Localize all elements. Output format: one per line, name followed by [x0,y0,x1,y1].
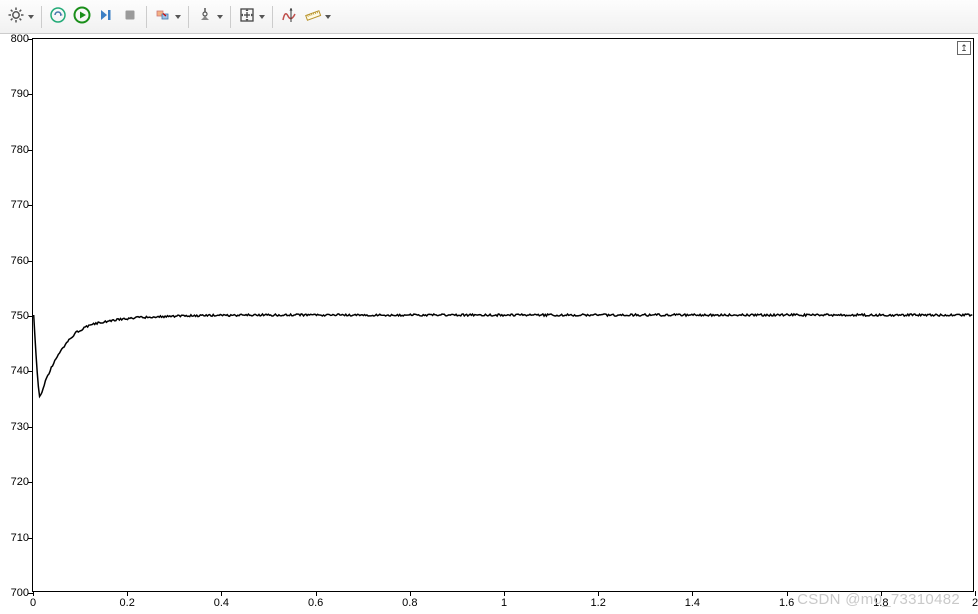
xtick-mark [127,591,128,596]
xtick-label: 0.4 [214,597,229,609]
xtick-mark [33,591,34,596]
toolbar [0,0,978,34]
run-all-icon [49,6,67,27]
ytick-label: 730 [3,421,29,433]
ruler-button[interactable] [301,3,334,31]
highlight-signal-icon [154,6,172,27]
ytick-label: 700 [3,587,29,599]
dropdown-arrow-icon [325,15,331,19]
toolbar-separator [146,6,147,28]
scope-plot-area: ↥ 700 710 720 730 740 750 760 770 780 790 800 0 0.2 0… [0,34,978,614]
ytick-label: 760 [3,255,29,267]
toolbar-separator [188,6,189,28]
run-all-button[interactable] [46,3,70,31]
ytick-label: 780 [3,144,29,156]
xtick-mark [692,591,693,596]
toolbar-separator [230,6,231,28]
play-button[interactable] [70,3,94,31]
zoom-extents-button[interactable] [235,3,268,31]
cursor-measure-button[interactable] [277,3,301,31]
gear-icon [7,6,25,27]
ytick-label: 800 [3,33,29,45]
stop-button[interactable] [118,3,142,31]
toolbar-separator [272,6,273,28]
xtick-label: 0.8 [402,597,417,609]
toolbar-separator [41,6,42,28]
ytick-label: 750 [3,310,29,322]
ytick-label: 770 [3,199,29,211]
trigger-button[interactable] [193,3,226,31]
ytick-label: 720 [3,476,29,488]
dropdown-arrow-icon [28,15,34,19]
xtick-label: 0.6 [308,597,323,609]
xtick-label: 1.8 [873,597,888,609]
xtick-mark [221,591,222,596]
xtick-label: 1.4 [685,597,700,609]
xtick-mark [881,591,882,596]
highlight-signal-button[interactable] [151,3,184,31]
xtick-label: 1 [501,597,507,609]
plot-axes: ↥ 70071072073074075076077078079080000.20… [32,38,974,592]
stop-icon [121,6,139,27]
signal-line [33,39,973,591]
zoom-extents-icon [238,6,256,27]
dropdown-arrow-icon [175,15,181,19]
step-forward-button[interactable] [94,3,118,31]
xtick-mark [787,591,788,596]
xtick-mark [504,591,505,596]
step-forward-icon [97,6,115,27]
xtick-mark [598,591,599,596]
ytick-label: 740 [3,365,29,377]
xtick-label: 1.6 [779,597,794,609]
ytick-label: 790 [3,88,29,100]
dropdown-arrow-icon [217,15,223,19]
gear-button[interactable] [4,3,37,31]
trigger-icon [196,6,214,27]
maximize-axes-icon[interactable]: ↥ [957,41,971,55]
xtick-mark [316,591,317,596]
xtick-label: 0.2 [120,597,135,609]
dropdown-arrow-icon [259,15,265,19]
xtick-label: 2 [972,597,978,609]
maximize-axes-glyph: ↥ [960,43,968,54]
xtick-mark [410,591,411,596]
xtick-mark [975,591,976,596]
ytick-label: 710 [3,532,29,544]
cursor-measure-icon [280,6,298,27]
play-icon [73,6,91,27]
xtick-label: 1.2 [591,597,606,609]
ruler-icon [304,6,322,27]
xtick-label: 0 [30,597,36,609]
